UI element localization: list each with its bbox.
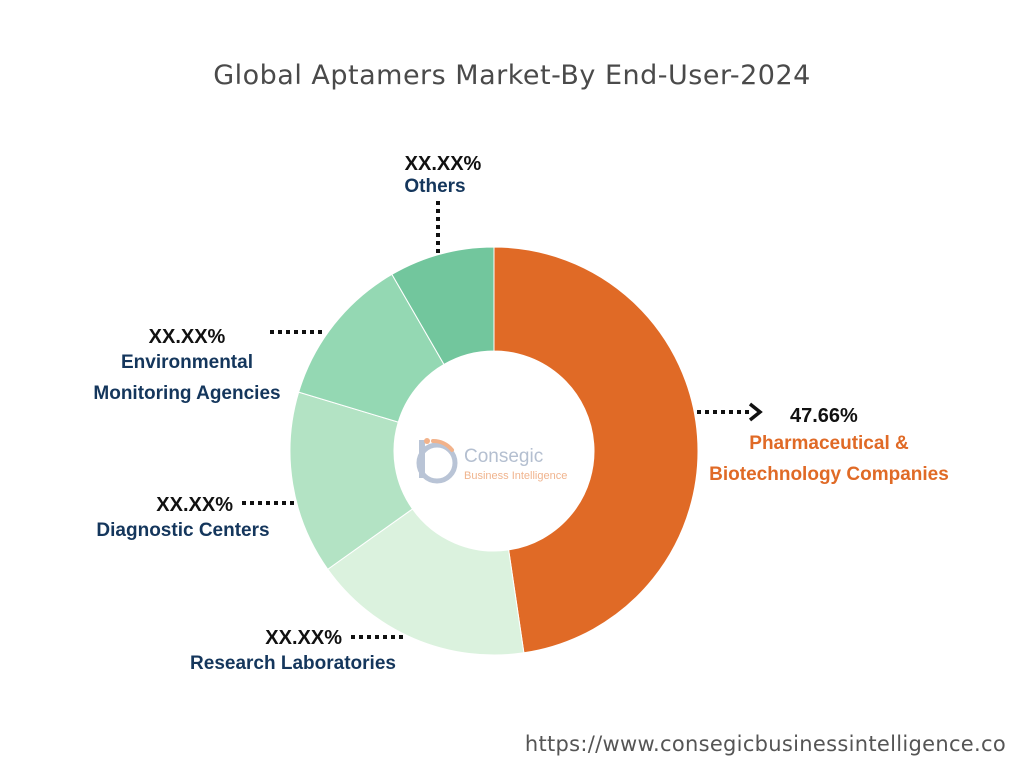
value-label: XX.XX%	[265, 627, 342, 649]
slice-diagnostic-centers	[289, 391, 414, 570]
arrow-right-icon	[748, 402, 763, 422]
slice-others	[391, 246, 495, 366]
consegic-logo-icon	[416, 438, 458, 484]
value-label: XX.XX%	[405, 153, 482, 175]
slice-label-line: Diagnostic Centers	[96, 520, 269, 541]
center-logo: Consegic Business Intelligence	[416, 438, 567, 484]
slice-label-line: Biotechnology Companies	[709, 464, 949, 485]
value-label: XX.XX%	[149, 326, 226, 348]
annotation-research-laboratories: XX.XX% Research Laboratories	[190, 627, 405, 674]
annotation-pharmaceutical: 47.66% Pharmaceutical & Biotechnology Co…	[697, 402, 949, 485]
value-label: 47.66%	[790, 405, 858, 427]
slice-annotations: 47.66% Pharmaceutical & Biotechnology Co…	[93, 153, 948, 674]
logo-name: Consegic	[464, 446, 543, 467]
annotation-environmental-monitoring-agencies: XX.XX% Environmental Monitoring Agencies	[93, 326, 323, 404]
slice-label-line: Environmental	[121, 352, 253, 373]
annotation-others: XX.XX% Others	[404, 153, 482, 253]
donut-slices	[289, 246, 699, 656]
slice-label-line: Research Laboratories	[190, 653, 396, 674]
annotation-diagnostic-centers: XX.XX% Diagnostic Centers	[96, 494, 294, 541]
value-label: XX.XX%	[156, 494, 233, 516]
slice-label-line: Monitoring Agencies	[93, 383, 280, 404]
logo-tagline: Business Intelligence	[464, 470, 567, 482]
source-url: https://www.consegicbusinessintelligence…	[524, 732, 1006, 756]
slice-pharmaceutical	[493, 246, 699, 654]
slice-label-line: Pharmaceutical &	[749, 433, 909, 454]
slice-research-laboratories	[327, 508, 525, 656]
chart-title: Global Aptamers Market-By End-User-2024	[213, 60, 811, 91]
slice-label-line: Others	[404, 176, 465, 197]
